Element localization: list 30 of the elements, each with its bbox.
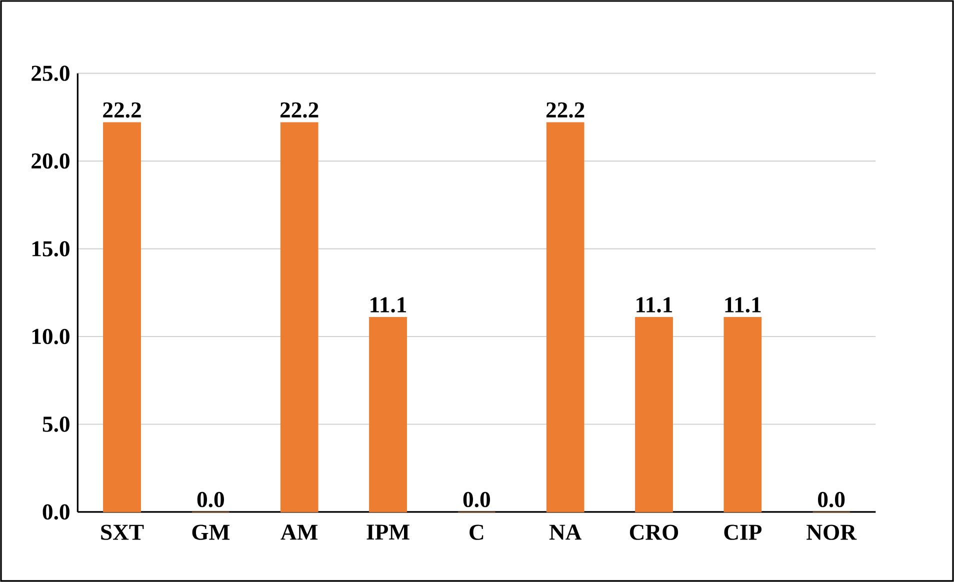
y-tick-label: 0.0 [42,504,70,520]
x-tick-label: SXT [101,524,144,540]
x-tick-label: C [470,524,484,540]
data-label: 11.1 [370,297,406,313]
x-tick-label: NOR [806,524,857,540]
x-tick-label: CRO [630,524,678,540]
x-tick-label: GM [192,524,230,540]
y-tick-label: 20.0 [32,153,70,169]
data-label: 0.0 [818,492,845,508]
y-tick-label: 25.0 [32,66,70,82]
data-label: 22.2 [546,102,584,118]
bar [546,122,584,512]
data-label: 0.0 [463,492,490,508]
bar [635,316,673,512]
bar [724,316,762,512]
bar [369,316,407,512]
bar [103,122,141,512]
x-tick-label: CIP [724,524,762,540]
x-tick-label: NA [549,524,582,540]
y-tick-label: 10.0 [32,328,70,344]
x-tick-label: AM [280,524,318,540]
y-tick-label: 15.0 [32,241,70,256]
data-label: 22.2 [280,102,318,118]
data-label: 22.2 [103,102,141,118]
y-tick-label: 5.0 [42,416,70,432]
data-label: 11.1 [636,297,672,313]
x-tick-label: IPM [366,524,410,540]
data-label: 11.1 [725,297,761,313]
bar [280,122,318,512]
data-label: 0.0 [197,492,224,508]
